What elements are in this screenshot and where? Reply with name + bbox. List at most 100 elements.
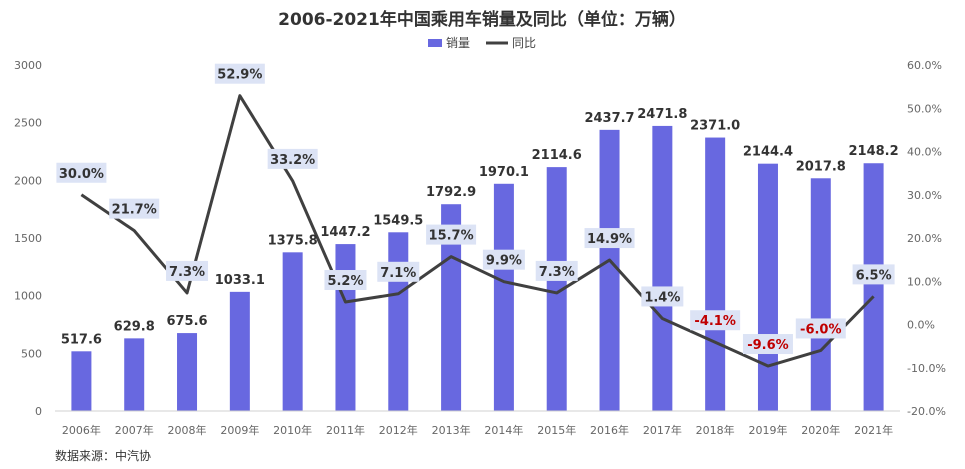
yoy-label-bg xyxy=(641,286,684,307)
x-tick-label: 2009年 xyxy=(220,423,259,437)
yoy-label-box: 9.9% xyxy=(482,249,525,270)
bar xyxy=(441,204,462,411)
bar xyxy=(124,338,145,411)
bar xyxy=(493,183,514,411)
legend-line-label: 同比 xyxy=(512,36,536,50)
bar-value-label: 2371.0 xyxy=(690,119,740,134)
legend-bar-label: 销量 xyxy=(446,36,470,50)
right-tick-label: 20.0% xyxy=(907,232,942,245)
yoy-value-label: -9.6% xyxy=(747,338,788,353)
yoy-value-label: 6.5% xyxy=(856,268,892,283)
yoy-label-bg xyxy=(535,260,578,281)
yoy-label-bg xyxy=(690,310,741,331)
bar-value-label: 2148.2 xyxy=(849,144,899,159)
yoy-label-bg xyxy=(584,228,635,249)
yoy-value-label: 7.3% xyxy=(169,265,205,280)
right-tick-label: 30.0% xyxy=(907,189,942,202)
bar-value-label: 2144.4 xyxy=(743,145,793,160)
yoy-value-label: 30.0% xyxy=(59,167,104,182)
yoy-label-box: 33.2% xyxy=(267,148,318,169)
bar xyxy=(599,129,620,411)
yoy-label-box: 15.7% xyxy=(426,224,477,245)
right-tick-label: 10.0% xyxy=(907,275,942,288)
yoy-label-box: 21.7% xyxy=(109,198,160,219)
bar xyxy=(177,333,198,411)
right-tick-label: 40.0% xyxy=(907,146,942,159)
yoy-label-box: 14.9% xyxy=(584,228,635,249)
x-tick-label: 2019年 xyxy=(748,423,787,437)
yoy-line xyxy=(80,94,875,368)
bar-value-label: 2437.7 xyxy=(584,111,634,126)
source-note: 数据来源：中汽协 xyxy=(55,448,151,463)
yoy-value-label: 52.9% xyxy=(217,68,262,83)
bar xyxy=(71,351,92,411)
yoy-label-bg xyxy=(482,249,525,270)
bar xyxy=(546,167,567,411)
x-tick-label: 2012年 xyxy=(379,423,418,437)
x-tick-label: 2014年 xyxy=(484,423,523,437)
left-tick-label: 0 xyxy=(35,405,42,418)
left-tick-label: 1000 xyxy=(14,290,42,303)
yoy-value-label: 5.2% xyxy=(327,274,363,289)
yoy-label-bg xyxy=(742,334,793,355)
x-tick-label: 2020年 xyxy=(801,423,840,437)
legend-bar-swatch xyxy=(428,39,442,47)
yoy-label-box: 6.5% xyxy=(852,264,895,285)
legend: 销量 同比 xyxy=(428,36,536,50)
x-tick-label: 2007年 xyxy=(115,423,154,437)
yoy-value-label: -6.0% xyxy=(800,322,841,337)
x-tick-label: 2006年 xyxy=(62,423,101,437)
line-series xyxy=(80,94,875,368)
bar xyxy=(229,291,250,411)
bar xyxy=(757,163,778,411)
x-tick-label: 2013年 xyxy=(432,423,471,437)
bar-value-label: 1033.1 xyxy=(215,273,265,288)
bar-value-label: 517.6 xyxy=(61,332,102,347)
bar-value-label: 629.8 xyxy=(114,319,155,334)
yoy-label-box: 30.0% xyxy=(56,162,107,183)
yoy-value-label: 15.7% xyxy=(429,229,474,244)
yoy-value-label: 7.1% xyxy=(380,266,416,281)
bar-value-label: 1970.1 xyxy=(479,165,529,180)
yoy-label-bg xyxy=(324,270,367,291)
left-tick-label: 1500 xyxy=(14,232,42,245)
bar xyxy=(705,137,726,411)
yoy-label-box: 52.9% xyxy=(214,63,265,84)
x-tick-label: 2021年 xyxy=(854,423,893,437)
bar-value-label: 675.6 xyxy=(166,314,207,329)
bar xyxy=(652,125,673,411)
yoy-label-bg xyxy=(166,260,209,281)
bar xyxy=(810,178,831,411)
yoy-value-label: 9.9% xyxy=(486,254,522,269)
bar-value-label: 1447.2 xyxy=(320,225,370,240)
right-tick-label: 50.0% xyxy=(907,102,942,115)
x-tick-label: 2011年 xyxy=(326,423,365,437)
yoy-label-box: -4.1% xyxy=(690,310,741,331)
yoy-label-box: 1.4% xyxy=(641,286,684,307)
yoy-value-label: 14.9% xyxy=(587,232,632,247)
chart-title: 2006-2021年中国乘用车销量及同比（单位：万辆） xyxy=(278,9,686,30)
bar-value-label: 2017.8 xyxy=(796,159,846,174)
yoy-label-bg xyxy=(267,148,318,169)
yoy-label-bg xyxy=(109,198,160,219)
x-tick-label: 2017年 xyxy=(643,423,682,437)
yoy-label-box: 7.1% xyxy=(377,261,420,282)
bar-value-label: 1792.9 xyxy=(426,185,476,200)
yoy-label-box: -6.0% xyxy=(795,318,846,339)
yoy-label-bg xyxy=(56,162,107,183)
left-tick-label: 2000 xyxy=(14,174,42,187)
right-tick-label: -20.0% xyxy=(907,405,946,418)
left-tick-label: 500 xyxy=(21,347,42,360)
yoy-label-bg xyxy=(377,261,420,282)
x-tick-label: 2008年 xyxy=(168,423,207,437)
bar-value-label: 2114.6 xyxy=(532,148,582,163)
bar-value-label: 1375.8 xyxy=(268,233,318,248)
yoy-label-box: -9.6% xyxy=(742,334,793,355)
x-axis: 2006年 2007年 2008年 2009年 2010年 2011年 2012年 2013年… xyxy=(55,410,900,437)
yoy-label-box: 7.3% xyxy=(166,260,209,281)
left-axis: 0 500 1000 1500 2000 2500 3000 xyxy=(14,59,42,418)
yoy-label-box: 7.3% xyxy=(535,260,578,281)
yoy-label-bg xyxy=(852,264,895,285)
